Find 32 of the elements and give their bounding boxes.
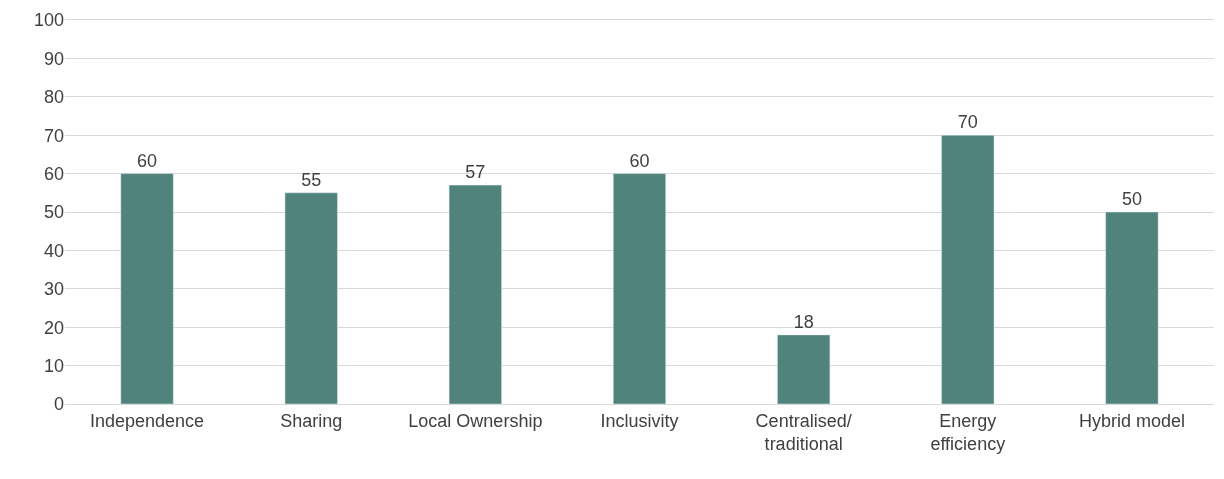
y-tick-label: 30 — [43, 279, 64, 300]
x-tick-label: Centralised/traditional — [755, 410, 852, 454]
x-tick-label: Hybrid model — [1078, 410, 1185, 431]
bar — [777, 334, 831, 404]
data-label: 50 — [1121, 189, 1142, 209]
y-tick-label: 40 — [43, 240, 64, 261]
y-tick-label: 60 — [43, 163, 64, 184]
x-tick-label: Inclusivity — [600, 410, 679, 431]
x-tick-label: Sharing — [280, 410, 343, 431]
x-tick-label: Independence — [90, 410, 205, 431]
y-tick-label: 20 — [43, 317, 64, 338]
y-tick-label: 10 — [43, 355, 64, 376]
bar — [448, 184, 502, 404]
y-tick-label: 100 — [33, 10, 64, 31]
y-tick-label: 70 — [43, 125, 64, 146]
bar — [941, 134, 995, 404]
data-label: 60 — [629, 150, 650, 171]
y-tick-label: 50 — [43, 202, 64, 223]
y-tick-label: 0 — [53, 394, 64, 415]
y-tick-label: 90 — [43, 48, 64, 69]
data-label: 55 — [301, 169, 322, 190]
bar — [284, 192, 338, 404]
bar — [1105, 211, 1159, 404]
data-label: 60 — [137, 150, 158, 171]
bar — [120, 173, 174, 404]
x-tick-label: Local Ownership — [408, 410, 543, 431]
data-label: 70 — [957, 112, 978, 133]
data-label: 18 — [793, 311, 814, 332]
x-tick-label: Energy efficiency — [930, 410, 1006, 454]
bar — [612, 173, 667, 404]
y-tick-label: 80 — [43, 87, 64, 108]
data-label: 57 — [465, 162, 486, 183]
